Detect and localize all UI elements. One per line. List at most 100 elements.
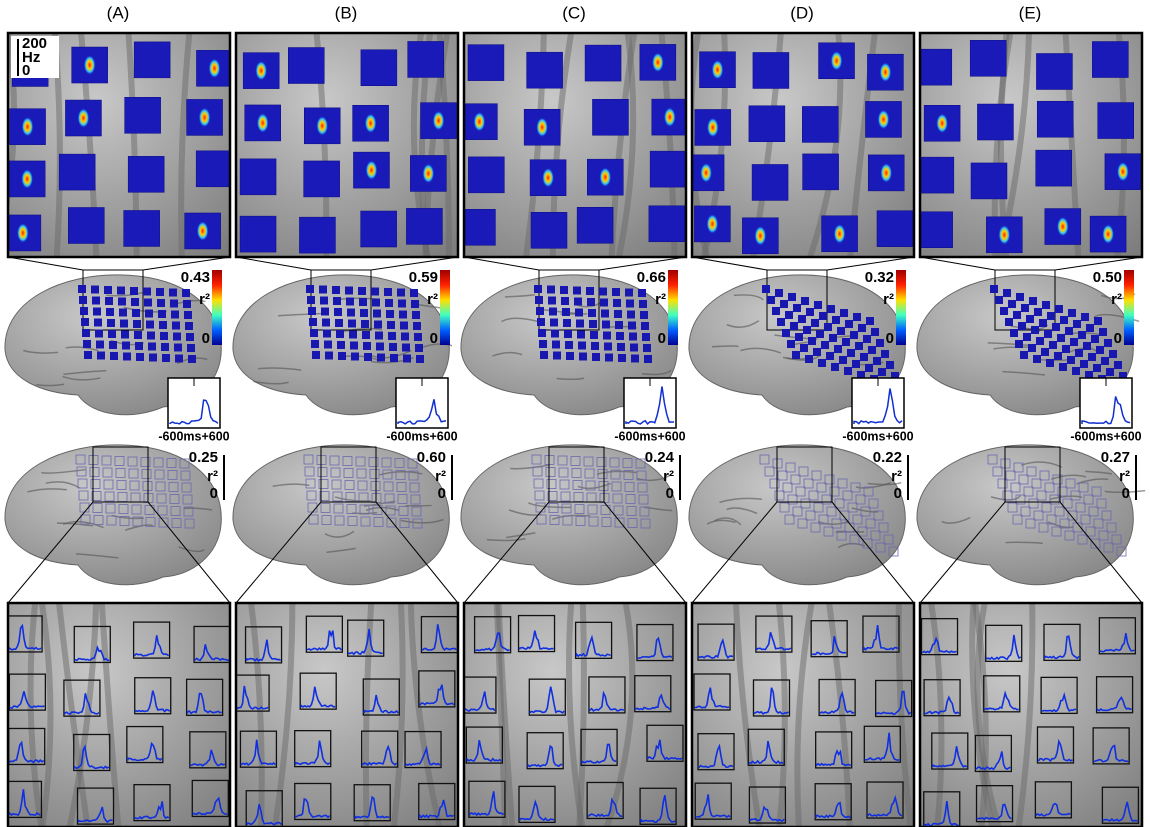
spectrogram — [360, 210, 397, 248]
electrode-outline — [816, 482, 827, 493]
electrode — [860, 353, 868, 361]
electrode — [811, 319, 819, 327]
electrode-outline — [397, 494, 408, 504]
electrode — [416, 355, 424, 363]
electrode — [547, 285, 555, 294]
electrode — [850, 331, 858, 339]
electrode-outline — [863, 486, 874, 497]
electrode — [1016, 293, 1024, 301]
electrode — [588, 309, 596, 317]
time-course — [397, 399, 447, 425]
electrode-outline — [332, 491, 343, 502]
electrode — [399, 310, 407, 319]
electrode-outline — [987, 454, 998, 465]
column-label: (B) — [335, 3, 358, 22]
electrode-outline — [769, 478, 780, 489]
electrode — [144, 298, 152, 307]
sulcus — [62, 520, 104, 529]
electrode-outline — [368, 457, 379, 467]
r2-max-label: 0.32 — [865, 269, 894, 286]
spectrogram-panel — [236, 33, 458, 257]
electrode — [371, 287, 379, 296]
gyrus-shadow — [407, 603, 443, 827]
electrode — [540, 351, 548, 359]
r2-max-label: 0.22 — [873, 449, 902, 466]
trace — [8, 623, 42, 651]
electrode-outline — [102, 467, 113, 478]
gyrus-shadow — [576, 603, 587, 827]
electrode-outline — [132, 516, 143, 527]
electrode-outline — [344, 480, 355, 490]
spectrogram — [1092, 41, 1129, 78]
trace — [694, 687, 730, 709]
r2-symbol: r² — [883, 291, 894, 308]
sulcus — [1037, 358, 1069, 362]
spectral-peak — [364, 113, 377, 134]
gyrus-shadow — [272, 603, 296, 827]
electrode — [347, 308, 355, 317]
electrode-outline — [831, 518, 842, 529]
electrode-outline — [759, 454, 770, 465]
electrode-outline — [624, 482, 635, 492]
electrode-outline — [154, 469, 165, 480]
trace-box — [752, 679, 791, 717]
electrode — [311, 340, 319, 348]
electrode — [338, 352, 346, 360]
trace — [1035, 802, 1071, 817]
trace — [405, 745, 441, 767]
trace-box — [465, 726, 503, 764]
electrode-outline — [319, 491, 330, 501]
zoom-line — [7, 256, 84, 271]
electrode — [863, 335, 871, 343]
sulcus — [714, 517, 742, 526]
electrode-outline — [182, 494, 193, 505]
electrode — [801, 297, 809, 305]
electrode-outline — [1026, 466, 1037, 477]
electrode-outline — [153, 457, 164, 468]
r2-max-label: 0.27 — [1101, 449, 1130, 466]
electrode-outline — [306, 490, 317, 501]
trace — [749, 805, 786, 822]
trace-box — [588, 676, 626, 714]
electrode — [788, 293, 796, 301]
trace — [863, 625, 899, 651]
electrode — [182, 289, 190, 297]
trace — [294, 740, 331, 766]
electrode-outline — [1078, 482, 1089, 493]
zoom-line — [7, 501, 94, 604]
electrode-outline — [1007, 502, 1018, 513]
electrode-outline — [346, 504, 357, 514]
sulcus — [75, 552, 119, 559]
electrode-outline — [1085, 526, 1096, 537]
trace — [9, 691, 45, 710]
gyrus-shadow — [969, 603, 996, 827]
r2-symbol: r² — [891, 468, 902, 485]
electrode — [878, 368, 886, 376]
frequency-scale-label: 0 — [22, 62, 30, 79]
electrode-outline — [1005, 470, 1016, 481]
r2-min-label: 0 — [438, 485, 446, 502]
electrode — [145, 309, 153, 318]
zoom-line — [463, 501, 550, 604]
electrode — [819, 312, 827, 320]
spectral-peak — [754, 225, 767, 246]
electrode-outline — [570, 456, 581, 466]
spectrogram — [751, 164, 789, 201]
zoom-line — [463, 256, 540, 271]
trace-box — [8, 780, 43, 819]
trace-box — [586, 781, 624, 820]
cortex-zoom — [236, 603, 458, 827]
electrode-outline — [836, 530, 847, 541]
electrode — [402, 343, 410, 352]
electrode-outline — [180, 470, 191, 481]
electrode — [1078, 331, 1086, 339]
frequency-scale-label: 200 — [22, 35, 47, 52]
trace-box — [697, 733, 735, 771]
sulcus — [596, 470, 637, 475]
electrode — [82, 329, 90, 337]
trace-box — [1098, 617, 1137, 655]
electrode — [873, 357, 881, 365]
spectral-peak — [21, 168, 34, 189]
sulcus — [65, 346, 99, 352]
electrode — [793, 304, 801, 312]
